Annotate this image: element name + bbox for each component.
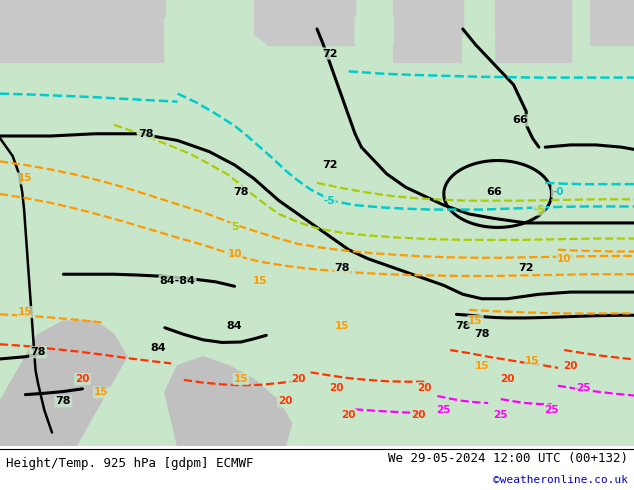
Polygon shape [393, 0, 463, 62]
Polygon shape [495, 0, 571, 62]
Text: 25: 25 [494, 410, 508, 420]
Text: 78: 78 [474, 329, 489, 340]
Text: 20: 20 [329, 383, 343, 393]
Text: 72: 72 [322, 49, 337, 58]
Text: 66: 66 [487, 187, 502, 197]
Text: 15: 15 [335, 320, 349, 331]
Text: 72: 72 [519, 263, 534, 272]
Polygon shape [254, 0, 355, 45]
Text: -5: -5 [533, 204, 545, 215]
Text: 10: 10 [228, 249, 242, 259]
Text: 25: 25 [576, 383, 590, 393]
Text: 10: 10 [557, 254, 571, 264]
Text: 15: 15 [475, 361, 489, 370]
Text: 20: 20 [500, 374, 514, 384]
Text: 15: 15 [526, 356, 540, 366]
Text: 72: 72 [322, 160, 337, 170]
Polygon shape [590, 0, 634, 45]
Text: 78: 78 [455, 320, 470, 331]
Polygon shape [355, 9, 393, 45]
Text: ©weatheronline.co.uk: ©weatheronline.co.uk [493, 475, 628, 485]
Text: 15: 15 [234, 374, 248, 384]
Polygon shape [0, 0, 165, 62]
Text: 78: 78 [56, 396, 71, 406]
Text: 15: 15 [469, 316, 482, 326]
Text: 20: 20 [75, 374, 89, 384]
Text: We 29-05-2024 12:00 UTC (00+132): We 29-05-2024 12:00 UTC (00+132) [387, 452, 628, 465]
Text: -5: -5 [324, 196, 335, 206]
Text: 20: 20 [278, 396, 292, 406]
Text: 25: 25 [437, 405, 451, 415]
Polygon shape [165, 18, 266, 62]
Text: 78: 78 [138, 129, 153, 139]
Text: -0: -0 [552, 187, 564, 197]
Polygon shape [0, 321, 127, 446]
Text: 78: 78 [30, 347, 46, 357]
Text: 84: 84 [227, 320, 242, 331]
Text: 78: 78 [233, 187, 249, 197]
Text: 20: 20 [342, 410, 356, 420]
Text: 78: 78 [335, 263, 350, 272]
Text: 25: 25 [545, 405, 559, 415]
Text: 66: 66 [512, 115, 527, 125]
Text: 20: 20 [411, 410, 425, 420]
Text: 5: 5 [231, 222, 238, 232]
Text: 84-84: 84-84 [160, 276, 195, 286]
Polygon shape [165, 357, 292, 446]
Text: 15: 15 [18, 307, 32, 317]
Text: Height/Temp. 925 hPa [gdpm] ECMWF: Height/Temp. 925 hPa [gdpm] ECMWF [6, 457, 254, 470]
Text: 15: 15 [253, 276, 267, 286]
Text: 20: 20 [564, 361, 578, 370]
Text: 20: 20 [291, 374, 305, 384]
Text: 84: 84 [151, 343, 166, 353]
Text: 15: 15 [94, 388, 108, 397]
Text: 15: 15 [18, 173, 32, 183]
Text: 20: 20 [418, 383, 432, 393]
Polygon shape [463, 27, 495, 62]
